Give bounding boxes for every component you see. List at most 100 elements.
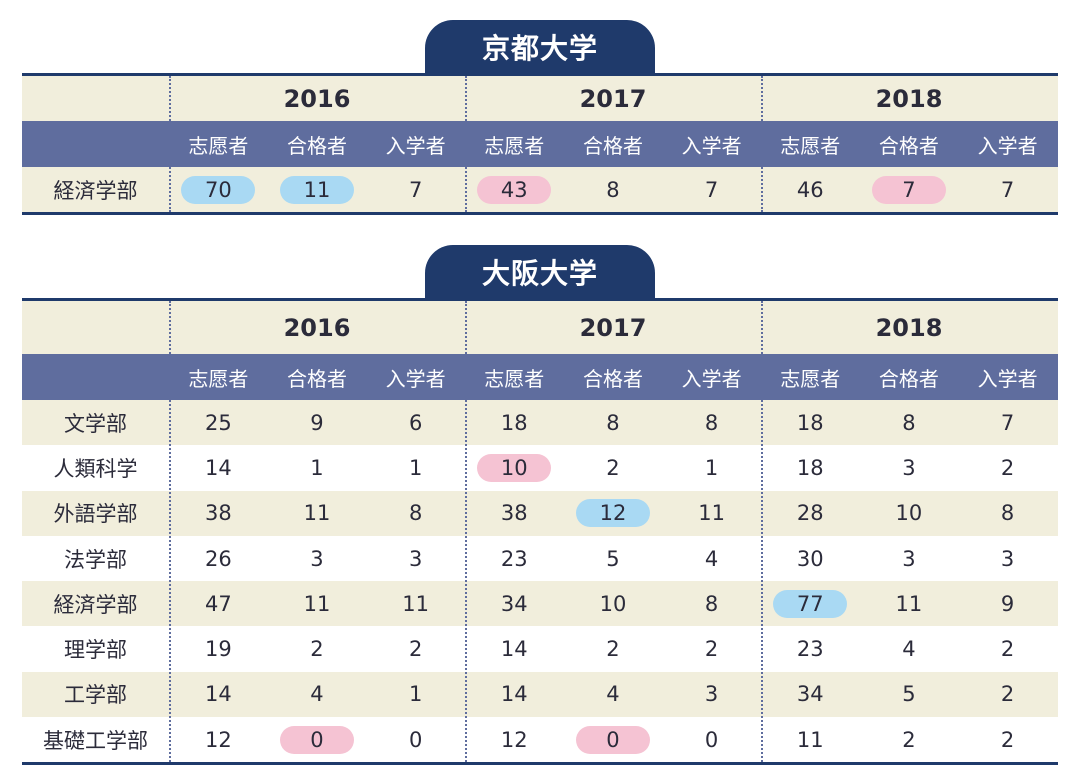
cell-value: 2: [606, 637, 620, 662]
table-cell: 12: [465, 717, 564, 762]
column-header: 入学者: [385, 366, 446, 391]
column-header: 合格者: [582, 133, 643, 158]
table-cell: 4: [268, 672, 367, 717]
highlighted-value-pink: 0: [575, 725, 650, 754]
cell-value: 18: [796, 455, 824, 480]
cell-value: 7: [1000, 410, 1015, 435]
table-cell: 34: [465, 581, 564, 626]
cell-value: 28: [796, 501, 824, 526]
table-cell: 7: [662, 167, 761, 212]
cell-value: 23: [796, 637, 824, 662]
column-header: 志愿者: [484, 366, 545, 391]
table-cell: 14: [465, 672, 564, 717]
table-row: 理学部 19 2 2 14 2 2 23 4 2: [22, 626, 1058, 672]
faculty-label: 経済学部: [53, 178, 138, 203]
table-cell: 47: [169, 581, 268, 626]
osaka-section: 大阪大学 2016 2017 2018 志愿者 合格者 入学者 志愿者 合格者 入学者 志愿者 合格…: [22, 245, 1058, 783]
table-cell: 10: [564, 581, 663, 626]
table-cell: 34: [761, 672, 860, 717]
cell-value: 8: [704, 410, 719, 435]
table-cell: 2: [958, 672, 1057, 717]
cell-value: 8: [704, 591, 719, 616]
cell-value: 12: [204, 727, 232, 752]
cell-value: 2: [310, 637, 324, 662]
table-cell: 19: [169, 627, 268, 672]
cell-value: 2: [606, 455, 620, 480]
table-cell: 11: [268, 581, 367, 626]
table-cell: 11: [662, 491, 761, 536]
table-cell: 8: [564, 400, 663, 445]
section-bottom-line: [22, 212, 1058, 215]
cell-value: 3: [902, 546, 916, 571]
table-cell: 11: [268, 491, 367, 536]
table-cell: 8: [564, 167, 663, 212]
highlighted-value-pink: 7: [871, 175, 946, 204]
section-bottom-line: [22, 762, 1058, 766]
column-header: 志愿者: [780, 133, 841, 158]
header-corner-cell: [22, 121, 169, 167]
table-cell: 11: [860, 581, 959, 626]
cell-value: 8: [606, 410, 620, 435]
cell-value: 46: [796, 177, 824, 202]
section-top-line: [22, 73, 1058, 76]
cell-value: 2: [1000, 682, 1015, 707]
cell-value: 11: [303, 591, 331, 616]
cell-value: 8: [902, 410, 916, 435]
table-cell: 5: [860, 672, 959, 717]
highlighted-value-pink: 43: [477, 175, 552, 204]
cell-value: 8: [408, 501, 423, 526]
table-row: 文学部 25 9 6 18 8 8 18 8 7: [22, 400, 1058, 446]
year-label: 2017: [579, 313, 647, 342]
table-cell: 8: [662, 581, 761, 626]
cell-value: 7: [1000, 177, 1015, 202]
faculty-label: 法学部: [64, 547, 127, 572]
table-cell: 2: [268, 627, 367, 672]
cell-value: 47: [204, 591, 232, 616]
table-cell: 7: [958, 400, 1057, 445]
faculty-label: 経済学部: [53, 592, 138, 617]
table-cell: 8: [860, 400, 959, 445]
table-cell: 2: [958, 717, 1057, 762]
table-cell: 4: [662, 536, 761, 581]
table-cell: 1: [366, 672, 465, 717]
table-cell: 43: [465, 167, 564, 212]
cell-value: 3: [310, 546, 324, 571]
cell-value: 8: [606, 177, 620, 202]
table-cell: 38: [169, 491, 268, 536]
cell-value: 14: [500, 637, 528, 662]
table-cell: 1: [366, 445, 465, 490]
cell-value: 4: [606, 682, 620, 707]
cell-value: 11: [303, 501, 331, 526]
section-top-line: [22, 298, 1058, 301]
table-cell: 11: [268, 167, 367, 212]
column-divider: [761, 301, 763, 763]
table-cell: 8: [662, 400, 761, 445]
table-cell: 2: [662, 627, 761, 672]
cell-value: 10: [599, 591, 627, 616]
table-cell: 2: [564, 445, 663, 490]
column-divider: [169, 301, 171, 763]
cell-value: 10: [895, 501, 923, 526]
table-cell: 11: [761, 717, 860, 762]
column-divider: [465, 76, 467, 212]
cell-value: 34: [500, 591, 528, 616]
table-cell: 2: [366, 627, 465, 672]
table-cell: 26: [169, 536, 268, 581]
column-header: 合格者: [286, 133, 347, 158]
cell-value: 6: [408, 410, 423, 435]
cell-value: 2: [1000, 727, 1015, 752]
table-cell: 5: [564, 536, 663, 581]
cell-value: 2: [902, 727, 916, 752]
year-label: 2018: [875, 313, 943, 342]
cell-value: 2: [408, 637, 423, 662]
column-header: 合格者: [878, 366, 939, 391]
section-title-tab: 京都大学: [425, 20, 655, 74]
cell-value: 1: [704, 455, 719, 480]
highlighted-value-blue: 77: [773, 589, 848, 618]
kyoto-section: 京都大学 2016 2017 2018 志愿者 合格者 入学者 志愿者 合格者 入学者 志愿者 合格…: [22, 20, 1058, 215]
table-row: 基礎工学部 12 0 0 12 0 0 11 2 2: [22, 717, 1058, 763]
table-cell: 77: [761, 581, 860, 626]
column-header-row: 志愿者 合格者 入学者 志愿者 合格者 入学者 志愿者 合格者 入学者: [22, 121, 1058, 167]
cell-value: 11: [796, 727, 824, 752]
table-cell: 8: [366, 491, 465, 536]
